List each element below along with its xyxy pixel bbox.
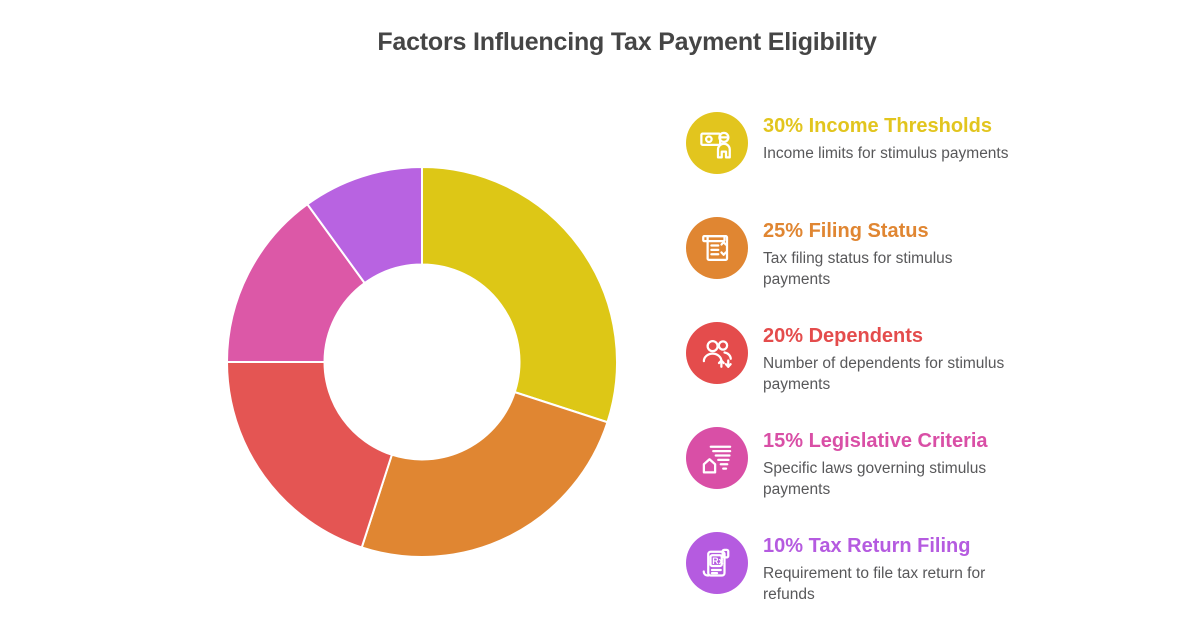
legend-item-dependents: 20% Dependents Number of dependents for …	[686, 322, 1021, 427]
legend-item-title: 15% Legislative Criteria	[763, 430, 988, 452]
legend-item-description: Income limits for stimulus payments	[763, 145, 1009, 162]
legend-item-text: 20% Dependents Number of dependents for …	[763, 322, 1021, 395]
svg-text:Rx: Rx	[712, 556, 723, 566]
donut-segment-tax-return-filing	[306, 166, 423, 285]
page-title: Factors Influencing Tax Payment Eligibil…	[377, 28, 877, 56]
legend-item-text: 15% Legislative Criteria Specific laws g…	[763, 427, 1021, 500]
legend-item-title: 30% Income Thresholds	[763, 115, 992, 137]
donut-segment-dependents	[226, 361, 393, 549]
legend-item-text: 25% Filing Status Tax filing status for …	[763, 217, 1021, 290]
legend-item-text: 30% Income Thresholds Income limits for …	[763, 112, 1021, 164]
legend-item-income-thresholds: 30% Income Thresholds Income limits for …	[686, 112, 1021, 217]
legislation-house-icon	[686, 427, 748, 489]
tax-return-scroll-icon: Rx	[686, 532, 748, 594]
legend-item-title: 20% Dependents	[763, 325, 924, 347]
legend-item-description: Tax filing status for stimulus payments	[763, 250, 953, 288]
donut-chart	[226, 166, 618, 558]
legend-item-description: Specific laws governing stimulus payment…	[763, 460, 987, 498]
legend-item-filing-status: 25% Filing Status Tax filing status for …	[686, 217, 1021, 322]
legend-item-title: 25% Filing Status	[763, 220, 929, 242]
legend-item-title: 10% Tax Return Filing	[763, 535, 971, 557]
donut-segment-filing-status	[360, 391, 609, 558]
legend-item-legislative-criteria: 15% Legislative Criteria Specific laws g…	[686, 427, 1021, 532]
legend-item-text: 10% Tax Return Filing Requirement to fil…	[763, 532, 1021, 605]
legend-item-description: Number of dependents for stimulus paymen…	[763, 355, 1005, 393]
money-person-icon	[686, 112, 748, 174]
tax-document-icon	[686, 217, 748, 279]
legend-item-tax-return-filing: Rx 10% Tax Return Filing Requirement to …	[686, 532, 1021, 630]
legend: 30% Income Thresholds Income limits for …	[686, 112, 1021, 630]
dependents-people-icon	[686, 322, 748, 384]
legend-item-description: Requirement to file tax return for refun…	[763, 565, 986, 603]
donut-segment-income-thresholds	[421, 166, 618, 424]
